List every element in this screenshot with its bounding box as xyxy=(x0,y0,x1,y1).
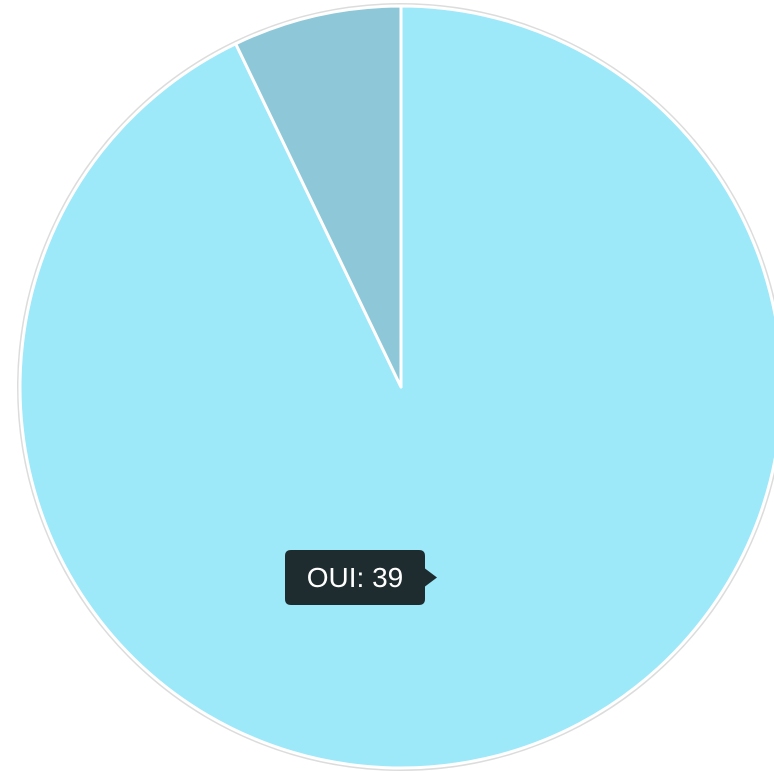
pie xyxy=(17,3,774,771)
tooltip-box xyxy=(285,550,437,605)
tooltip-label: OUI: 39 xyxy=(307,562,403,593)
pie-slice xyxy=(18,4,774,770)
tooltip: OUI: 39 xyxy=(285,550,437,605)
pie-slice xyxy=(234,4,403,389)
